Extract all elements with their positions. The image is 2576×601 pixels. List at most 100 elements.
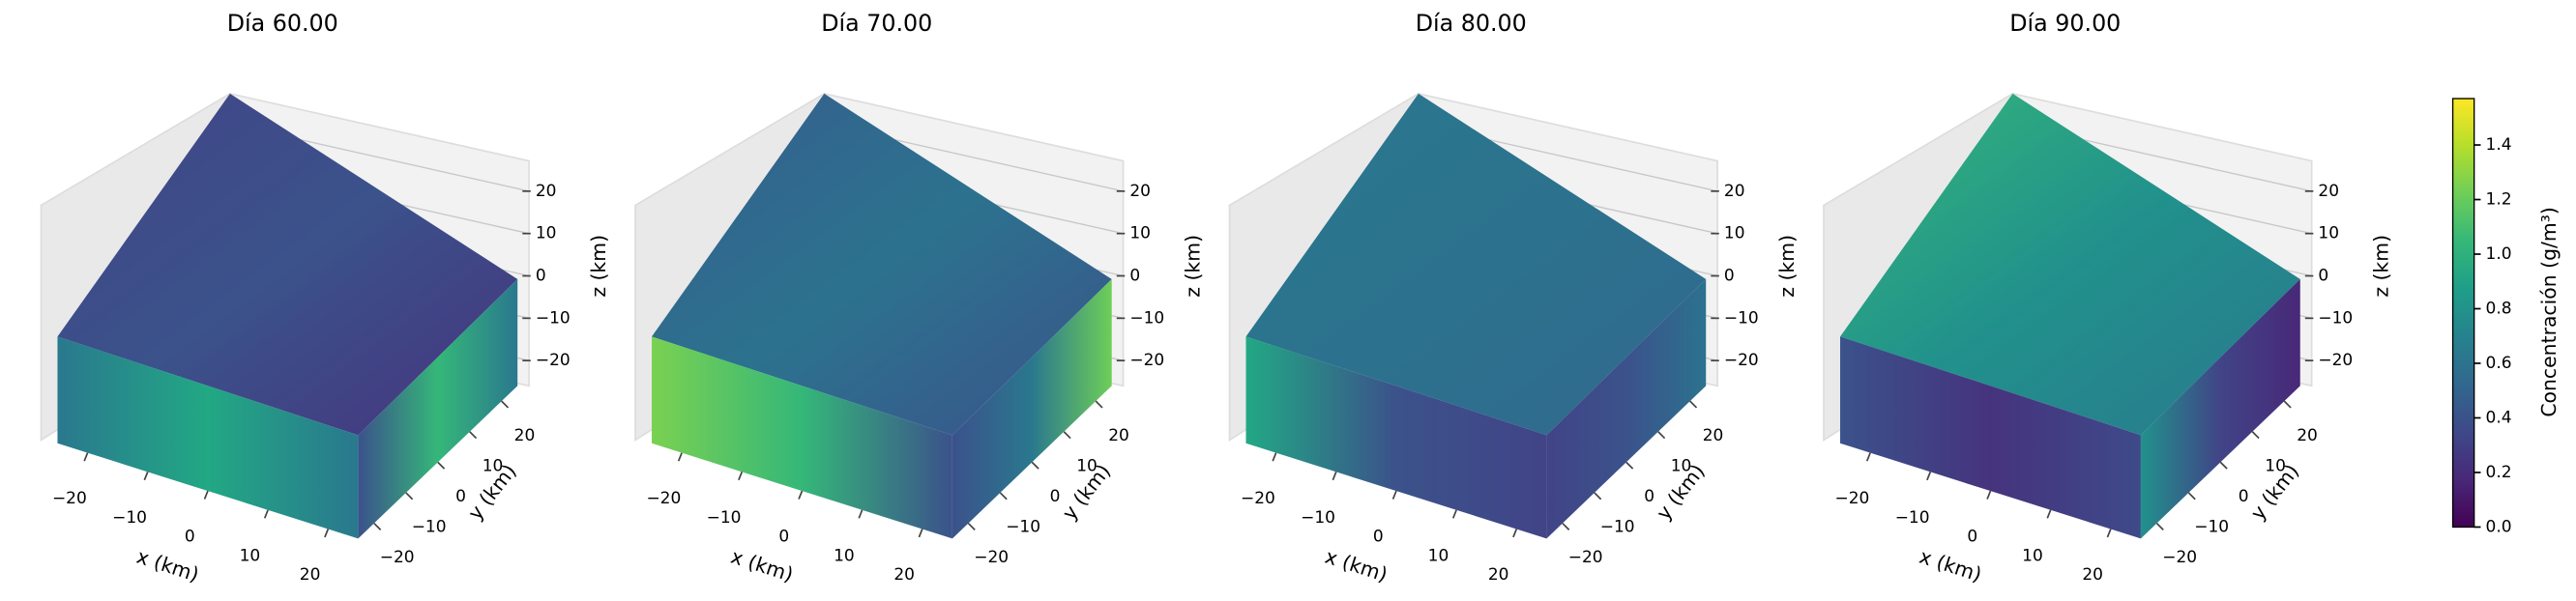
x-tick-label: 20 xyxy=(300,565,321,585)
tick-mark xyxy=(1095,400,1103,409)
z-tick-label: 0 xyxy=(536,267,546,286)
colorbar-tick-label: 0.8 xyxy=(2486,300,2512,319)
tick-mark xyxy=(1031,461,1039,470)
tick-mark xyxy=(1391,490,1397,500)
tick-mark xyxy=(2106,529,2112,538)
z-tick-label: 10 xyxy=(2318,224,2339,243)
colorbar-tick-label: 0.6 xyxy=(2486,354,2512,373)
tick-mark xyxy=(999,492,1008,501)
x-tick-label: −20 xyxy=(1241,489,1275,508)
tick-mark xyxy=(1657,431,1666,440)
colorbar-tick-label: 0.2 xyxy=(2486,463,2512,482)
x-tick-label: 20 xyxy=(893,565,915,585)
tick-mark xyxy=(677,452,683,462)
x-tick-label: −10 xyxy=(1301,508,1335,528)
z-tick-label: 20 xyxy=(1724,182,1745,201)
x-tick-label: 10 xyxy=(2022,546,2043,565)
colorbar-tick-label: 1.2 xyxy=(2486,190,2512,210)
tick-mark xyxy=(324,529,330,538)
volume-face xyxy=(57,336,359,539)
x-tick-label: 10 xyxy=(1428,546,1449,565)
x-tick-label: 10 xyxy=(240,546,261,565)
y-tick-label: 20 xyxy=(514,426,536,445)
z-tick-label: −20 xyxy=(1129,351,1164,370)
x-axis-label: x (km) xyxy=(133,545,201,587)
tick-mark xyxy=(437,461,446,470)
z-tick-label: −10 xyxy=(536,308,571,328)
tick-mark xyxy=(469,431,478,440)
z-tick-label: 0 xyxy=(1129,267,1140,286)
colorbar xyxy=(2451,98,2475,529)
tick-mark xyxy=(1063,431,1071,440)
volume-face xyxy=(1840,336,2141,539)
tick-mark xyxy=(83,452,89,462)
z-tick-label: −10 xyxy=(1724,308,1759,328)
chart-title: Día 80.00 xyxy=(1416,10,1527,37)
tick-mark xyxy=(1865,452,1871,462)
z-tick-label: −20 xyxy=(2318,351,2353,370)
tick-mark xyxy=(2155,522,2164,530)
z-tick-label: 0 xyxy=(1724,267,1735,286)
z-tick-label: 0 xyxy=(2318,267,2328,286)
tick-mark xyxy=(263,509,269,519)
x-tick-label: 10 xyxy=(834,546,855,565)
volume-face xyxy=(651,336,952,539)
y-tick-label: 0 xyxy=(1644,487,1654,506)
y-tick-label: −10 xyxy=(412,518,447,537)
volume-face xyxy=(358,278,518,539)
x-axis-label: x (km) xyxy=(1323,545,1390,587)
colorbar-tick-label: 1.4 xyxy=(2486,135,2512,155)
tick-mark xyxy=(1332,472,1337,481)
volume-face xyxy=(951,278,1112,539)
tick-mark xyxy=(967,522,976,530)
volume-face xyxy=(1245,336,1547,539)
volume-face xyxy=(651,93,1112,436)
tick-mark xyxy=(1625,461,1634,470)
y-tick-label: −20 xyxy=(380,548,415,567)
volume-face xyxy=(1840,93,2300,436)
y-tick-label: 10 xyxy=(2265,456,2286,475)
y-tick-label: −20 xyxy=(2162,548,2197,567)
z-tick-label: 20 xyxy=(1129,182,1151,201)
tick-mark xyxy=(1272,452,1277,462)
y-tick-label: 10 xyxy=(1671,456,1692,475)
tick-mark xyxy=(2251,431,2260,440)
y-tick-label: 10 xyxy=(483,456,504,475)
x-tick-label: −20 xyxy=(52,489,87,508)
z-tick-label: 20 xyxy=(2318,182,2339,201)
z-tick-label: 10 xyxy=(1129,224,1151,243)
tick-mark xyxy=(918,529,923,538)
x-tick-label: 0 xyxy=(778,528,789,547)
tick-mark xyxy=(2046,509,2052,519)
chart-title: Día 70.00 xyxy=(821,10,932,37)
x-tick-label: −20 xyxy=(1835,489,1870,508)
colorbar-label: Concentración (g/m³) xyxy=(2537,207,2561,417)
x-tick-label: −10 xyxy=(112,508,147,528)
y-tick-label: −10 xyxy=(1600,518,1635,537)
x-axis-label: x (km) xyxy=(728,545,796,587)
volume-face xyxy=(2140,278,2300,539)
x-tick-label: 0 xyxy=(1967,528,1977,547)
z-tick-label: 10 xyxy=(1724,224,1745,243)
y-tick-label: 20 xyxy=(2297,426,2318,445)
tick-mark xyxy=(1689,400,1698,409)
y-tick-label: −20 xyxy=(1568,548,1603,567)
tick-mark xyxy=(1451,509,1457,519)
tick-mark xyxy=(738,472,744,481)
tick-mark xyxy=(2283,400,2292,409)
y-tick-label: −10 xyxy=(1006,518,1040,537)
tick-mark xyxy=(405,492,414,501)
tick-mark xyxy=(373,522,382,530)
z-tick-label: 20 xyxy=(536,182,557,201)
x-tick-label: −20 xyxy=(646,489,681,508)
tick-mark xyxy=(858,509,864,519)
tick-mark xyxy=(2219,461,2228,470)
x-tick-label: 0 xyxy=(1373,528,1384,547)
y-tick-label: −20 xyxy=(974,548,1009,567)
x-tick-label: 20 xyxy=(1488,565,1509,585)
z-axis-label: z (km) xyxy=(1182,235,1205,298)
y-tick-label: 20 xyxy=(1108,426,1129,445)
z-axis-label: z (km) xyxy=(1775,235,1799,298)
y-tick-label: −10 xyxy=(2194,518,2229,537)
z-tick-label: 10 xyxy=(536,224,557,243)
